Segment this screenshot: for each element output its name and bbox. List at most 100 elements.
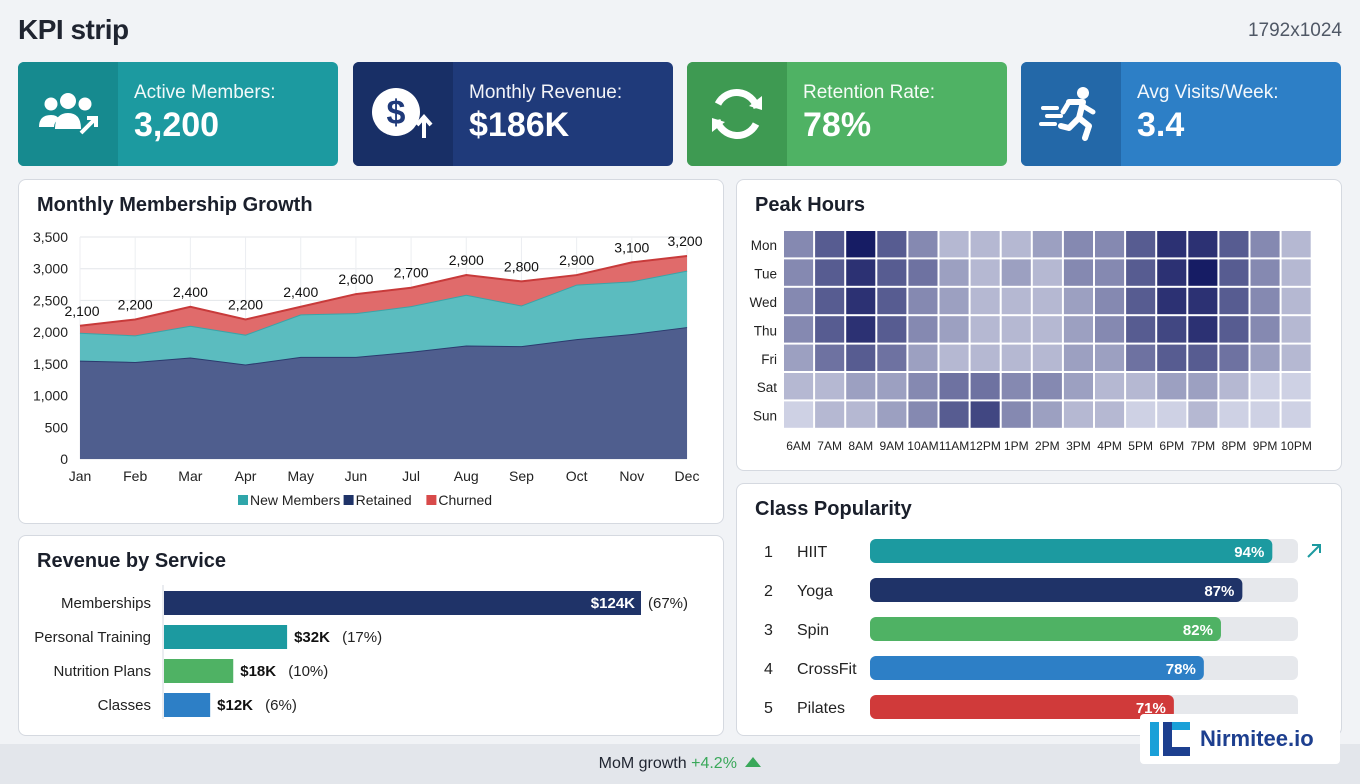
class-rank: 3 xyxy=(764,622,773,639)
heatmap-col-label: 1PM xyxy=(1004,439,1029,453)
revenue-bar xyxy=(164,591,641,615)
svg-text:$: $ xyxy=(387,94,406,132)
class-pct-label: 71% xyxy=(1136,700,1166,717)
class-rank: 2 xyxy=(764,583,773,600)
heatmap-col-label: 7AM xyxy=(817,439,842,453)
area-new-members xyxy=(80,270,687,365)
heatmap-cell xyxy=(1001,344,1031,371)
heatmap-col-label: 12PM xyxy=(969,439,1000,453)
footer-bar xyxy=(0,744,1360,784)
peak-hours-heatmap: Mon Tue Wed Thu Fri Sat Sun 6AM 7AM 8AM 9AM 10AM 11A… xyxy=(749,231,1312,453)
heatmap-cell xyxy=(939,344,969,371)
heatmap-cell xyxy=(908,259,938,286)
heatmap-cell xyxy=(877,344,907,371)
heatmap-cell xyxy=(1250,231,1280,258)
heatmap-cell xyxy=(1001,316,1031,343)
dollar-up-icon: $ xyxy=(353,62,453,166)
revenue-value-label: $124K xyxy=(591,595,635,612)
y-tick-label: 2,000 xyxy=(33,324,68,340)
class-bar xyxy=(870,578,1243,602)
brand-logo[interactable]: Nirmitee.io xyxy=(1140,714,1340,764)
heatmap-cell xyxy=(1250,344,1280,371)
kpi-value: 78% xyxy=(803,106,872,144)
class-name: HIIT xyxy=(797,544,827,561)
trend-arrow-head xyxy=(1312,544,1321,553)
legend-swatch xyxy=(426,495,437,505)
legend-label: Churned xyxy=(438,492,492,508)
heatmap-cell xyxy=(1157,259,1187,286)
y-tick-label: 3,000 xyxy=(33,261,68,277)
y-tick-label: 500 xyxy=(45,419,69,435)
total-label: 2,800 xyxy=(504,258,539,274)
heatmap-cell xyxy=(1219,287,1249,315)
heatmap-cell xyxy=(1219,401,1249,428)
heatmap-row-label: Sun xyxy=(753,409,777,424)
kpi-value: 3.4 xyxy=(1137,106,1185,144)
heatmap-cell xyxy=(1032,259,1062,286)
heatmap-cell xyxy=(970,316,1000,343)
kpi-card-avg-visits[interactable]: Avg Visits/Week: 3.4 xyxy=(1021,62,1341,166)
x-tick-label: Dec xyxy=(675,468,700,484)
y-tick-label: 3,500 xyxy=(33,229,68,245)
heatmap-cell xyxy=(1032,316,1062,343)
heatmap-cell xyxy=(1188,344,1218,371)
class-pct-label: 87% xyxy=(1204,583,1234,600)
heatmap-col-label: 9PM xyxy=(1253,439,1278,453)
heatmap-cell xyxy=(1032,287,1062,315)
heatmap-cell xyxy=(1219,259,1249,286)
revenue-pct-label: (6%) xyxy=(265,697,297,714)
kpi-card-active-members[interactable]: Active Members: 3,200 xyxy=(18,62,338,166)
heatmap-cell xyxy=(784,344,814,371)
trend-up-icon xyxy=(1307,544,1321,558)
heatmap-cell xyxy=(846,316,876,343)
heatmap-cell xyxy=(939,401,969,428)
revenue-pct-label: (10%) xyxy=(288,663,328,680)
y-tick-label: 0 xyxy=(60,451,68,467)
class-pct-label: 78% xyxy=(1166,661,1196,678)
total-label: 3,100 xyxy=(614,239,649,255)
legend-label: New Members xyxy=(250,492,340,508)
heatmap-cell xyxy=(846,344,876,371)
heatmap-cell xyxy=(1001,287,1031,315)
heatmap-cell xyxy=(1063,373,1093,400)
y-tick-label: 1,000 xyxy=(33,388,68,404)
class-bar xyxy=(870,617,1221,641)
class-name: Spin xyxy=(797,622,829,639)
heatmap-cell xyxy=(1001,401,1031,428)
total-label: 2,900 xyxy=(449,252,484,268)
heatmap-cell xyxy=(1095,344,1125,371)
peak-hours-card: Peak Hours Mon Tue Wed Thu Fri Sat Sun 6AM 7AM 8A… xyxy=(736,179,1342,471)
heatmap-cell xyxy=(1063,316,1093,343)
total-label: 2,600 xyxy=(338,271,373,287)
heatmap-cell xyxy=(908,373,938,400)
total-label: 2,400 xyxy=(283,284,318,300)
running-icon xyxy=(1021,62,1121,166)
trend-arrow-line xyxy=(1307,545,1320,558)
kpi-label: Avg Visits/Week: xyxy=(1137,82,1279,103)
kpi-label: Active Members: xyxy=(134,82,276,103)
revenue-category-label: Personal Training xyxy=(34,629,151,646)
y-tick-label: 2,500 xyxy=(33,292,68,308)
page-title: KPI strip xyxy=(18,14,129,45)
class-bar xyxy=(870,656,1204,680)
revenue-category-label: Nutrition Plans xyxy=(53,663,151,680)
membership-growth-chart: 0 500 1,000 1,500 2,000 2,500 3,000 3,500 Jan Feb… xyxy=(33,229,703,508)
heatmap-cell xyxy=(877,287,907,315)
heatmap-cell xyxy=(1157,231,1187,258)
heatmap-cell xyxy=(1063,287,1093,315)
legend-swatch xyxy=(238,495,248,505)
heatmap-cell xyxy=(970,373,1000,400)
heatmap-cell xyxy=(1219,344,1249,371)
kpi-card-monthly-revenue[interactable]: $ Monthly Revenue: $186K xyxy=(353,62,673,166)
kpi-card-retention-rate[interactable]: Retention Rate: 78% xyxy=(687,62,1007,166)
heatmap-cell xyxy=(1157,344,1187,371)
heatmap-cell xyxy=(939,373,969,400)
class-rank: 5 xyxy=(764,700,773,717)
x-tick-label: Jul xyxy=(402,468,420,484)
heatmap-cell xyxy=(1001,373,1031,400)
heatmap-cell xyxy=(1157,373,1187,400)
legend-swatch xyxy=(343,495,354,505)
heatmap-cell xyxy=(1126,231,1156,258)
class-rank: 1 xyxy=(764,544,773,561)
revenue-bar xyxy=(164,693,211,717)
